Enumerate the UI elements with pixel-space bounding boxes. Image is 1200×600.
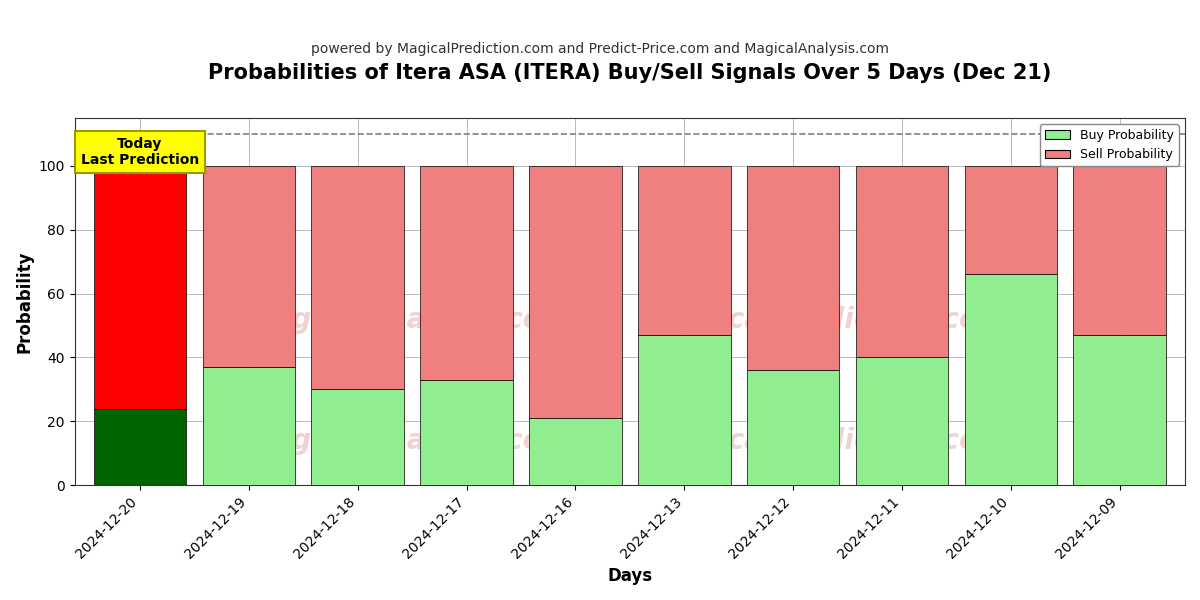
Bar: [746, 166, 839, 370]
Title: Probabilities of Itera ASA (ITERA) Buy/Sell Signals Over 5 Days (Dec 21): Probabilities of Itera ASA (ITERA) Buy/S…: [208, 63, 1051, 83]
Text: MagicalAnalysis.com: MagicalAnalysis.com: [245, 427, 570, 455]
Bar: [94, 166, 186, 409]
Bar: [1074, 166, 1166, 335]
Bar: [420, 380, 512, 485]
Y-axis label: Probability: Probability: [16, 250, 34, 353]
Text: Today
Last Prediction: Today Last Prediction: [80, 137, 199, 167]
Bar: [638, 166, 731, 335]
Text: MagicalPrediction.com: MagicalPrediction.com: [652, 427, 1007, 455]
Bar: [965, 274, 1057, 485]
Bar: [420, 166, 512, 380]
Bar: [746, 370, 839, 485]
Bar: [965, 166, 1057, 274]
Bar: [856, 166, 948, 358]
Text: MagicalAnalysis.com: MagicalAnalysis.com: [245, 306, 570, 334]
Bar: [94, 409, 186, 485]
Bar: [856, 358, 948, 485]
Bar: [203, 166, 295, 367]
Bar: [203, 367, 295, 485]
Text: powered by MagicalPrediction.com and Predict-Price.com and MagicalAnalysis.com: powered by MagicalPrediction.com and Pre…: [311, 42, 889, 56]
Bar: [312, 389, 404, 485]
Legend: Buy Probability, Sell Probability: Buy Probability, Sell Probability: [1040, 124, 1178, 166]
Bar: [312, 166, 404, 389]
Bar: [638, 335, 731, 485]
Bar: [529, 166, 622, 418]
Text: MagicalPrediction.com: MagicalPrediction.com: [652, 306, 1007, 334]
X-axis label: Days: Days: [607, 567, 653, 585]
Bar: [1074, 335, 1166, 485]
Bar: [529, 418, 622, 485]
